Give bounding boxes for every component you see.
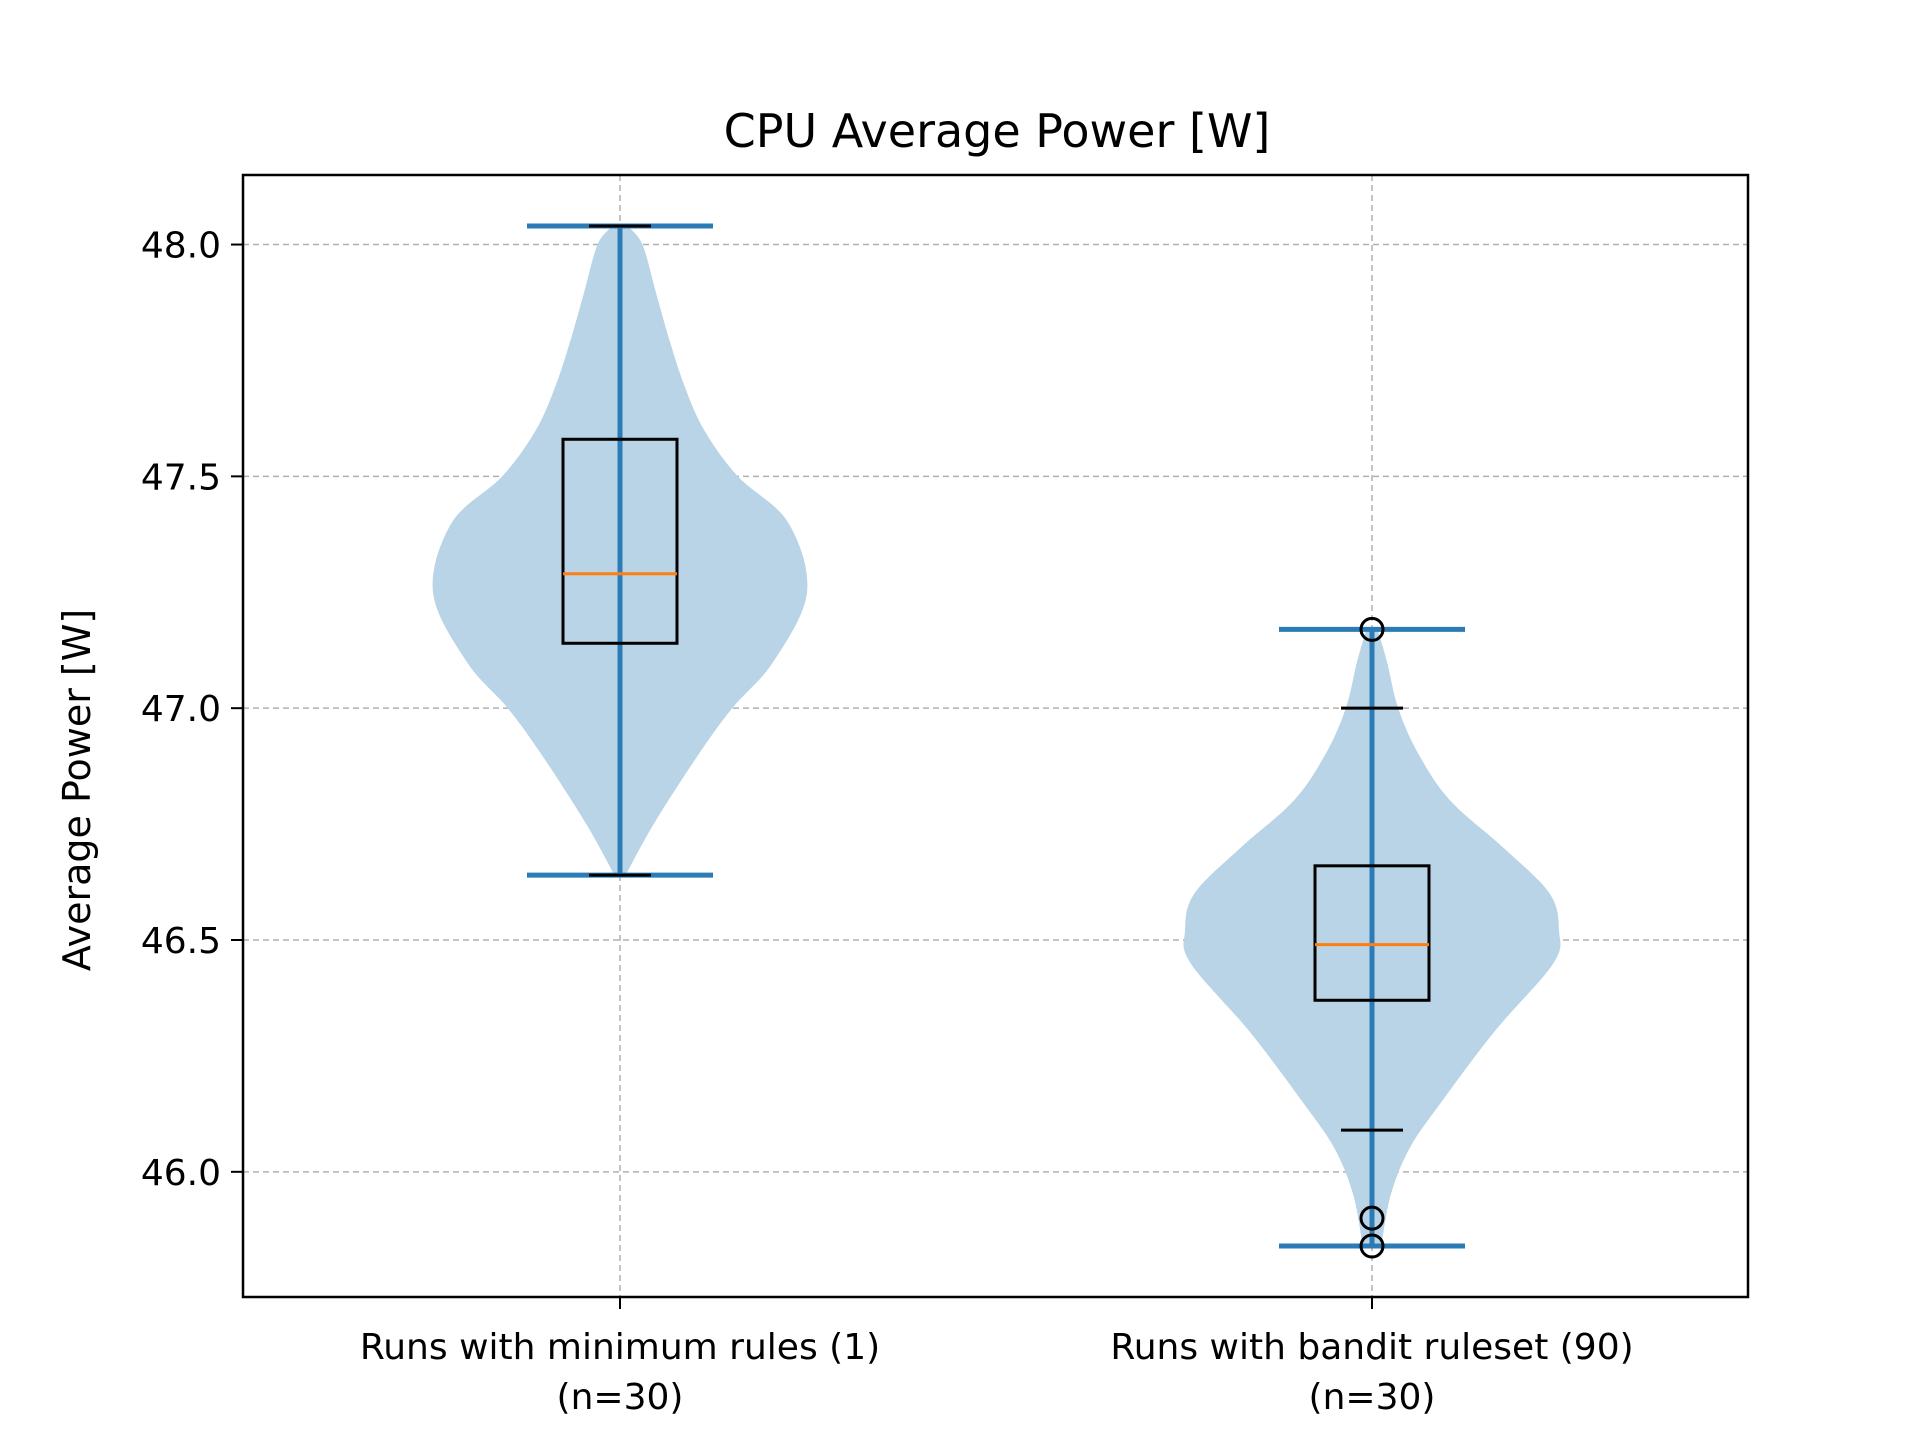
y-tick-label: 46.5 (141, 921, 221, 962)
x-tick-label: (n=30) (1309, 1377, 1436, 1418)
box-iqr (561, 437, 679, 645)
grid-lines (243, 175, 1748, 1297)
violin-bodies (432, 223, 1561, 1249)
y-tick-label: 47.5 (141, 457, 221, 498)
box-outlier (1359, 1233, 1385, 1259)
box-outlier (1359, 1205, 1385, 1231)
x-tick-label: Runs with bandit ruleset (90) (1110, 1327, 1633, 1368)
x-tick-label: Runs with minimum rules (1) (360, 1327, 880, 1368)
x-tick-label: (n=30) (557, 1377, 684, 1418)
axes: 46.0 46.5 47.0 47.5 48.0 Runs with minimum ru… (141, 173, 1750, 1418)
box-iqr (1313, 864, 1431, 1002)
plot-frame (241, 173, 1750, 1299)
y-tick-label: 46.0 (141, 1153, 221, 1194)
y-axis-label: Average Power [W] (55, 609, 99, 971)
box-outlier (1359, 616, 1385, 642)
box-plots (561, 224, 1431, 1259)
chart-title: CPU Average Power [W] (724, 104, 1271, 158)
y-tick-label: 47.0 (141, 689, 221, 730)
y-tick-label: 48.0 (141, 226, 221, 267)
